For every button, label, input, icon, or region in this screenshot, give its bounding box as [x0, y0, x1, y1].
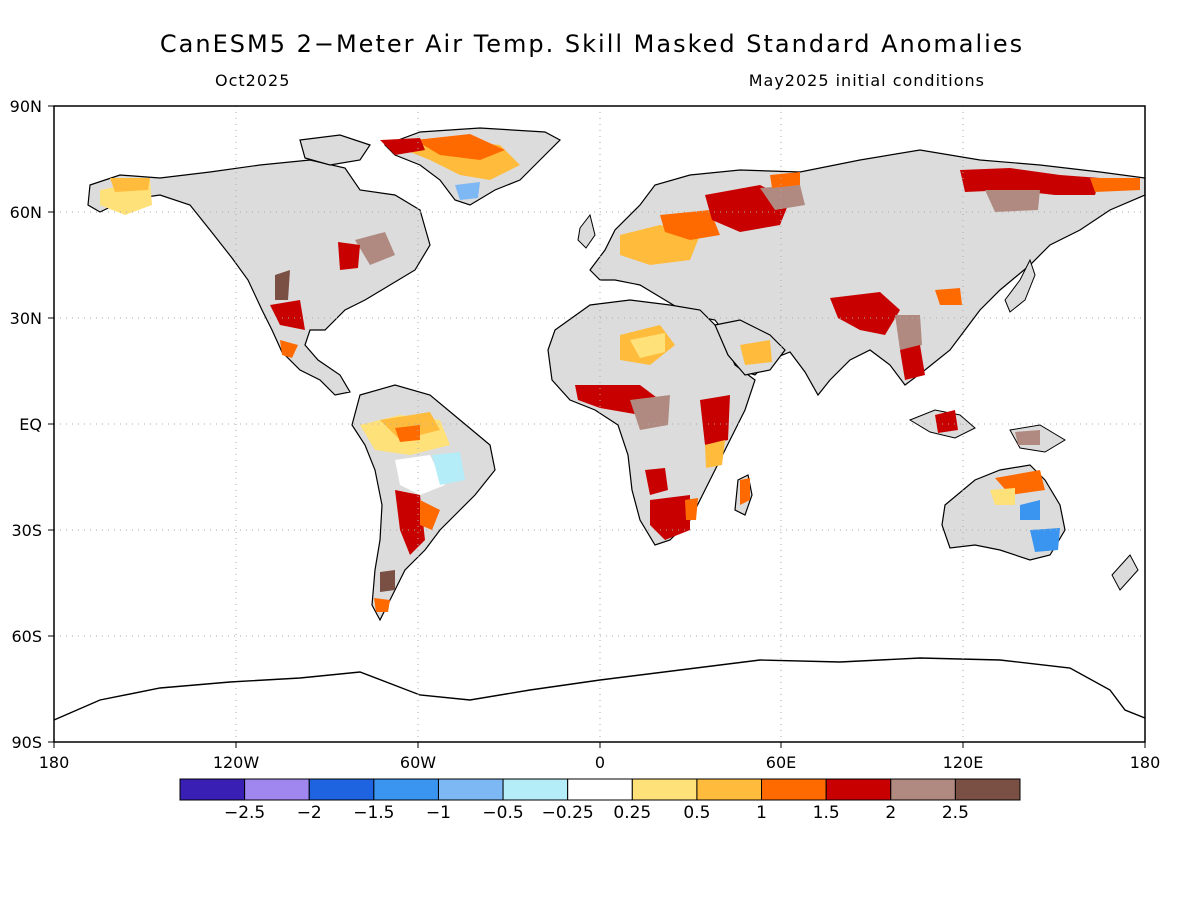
x-tick-label: 120W	[213, 753, 260, 772]
anomaly-patch	[1030, 528, 1060, 552]
anomaly-patch	[275, 270, 290, 300]
colorbar-label: 0.5	[683, 803, 710, 823]
colorbar-label: 2.5	[942, 803, 969, 823]
anomaly-patch	[900, 345, 925, 380]
colorbar-swatch	[308, 778, 375, 801]
colorbar-swatch	[502, 778, 569, 801]
colorbar	[179, 778, 1021, 801]
anomaly-patch	[770, 172, 800, 188]
anomaly-patch	[420, 500, 440, 530]
y-tick-label: 30S	[11, 521, 42, 540]
anomaly-patch	[1015, 430, 1040, 445]
x-tick-label: 180	[1130, 753, 1161, 772]
anomaly-patch	[432, 452, 465, 485]
anomaly-patch	[355, 232, 395, 265]
x-tick-label: 60W	[400, 753, 436, 772]
land-arctic-islands	[299, 134, 371, 166]
anomaly-patch	[660, 210, 720, 240]
anomaly-patch	[935, 288, 962, 305]
land-japan	[1004, 258, 1036, 313]
colorbar-label: 2	[885, 803, 896, 823]
anomaly-patch	[380, 412, 440, 440]
anomaly-patch	[705, 440, 725, 468]
anomaly-patch	[1020, 500, 1040, 520]
anomaly-patch	[380, 570, 395, 592]
colorbar-label: 1	[756, 803, 767, 823]
anomaly-patch	[1090, 178, 1140, 192]
colorbar-label: 1.5	[813, 803, 840, 823]
x-tick-label: 120E	[943, 753, 984, 772]
y-tick-label: 60N	[10, 203, 42, 222]
colorbar-label: −1	[426, 803, 451, 823]
colorbar-swatch	[890, 778, 956, 801]
colorbar-label: −0.5	[482, 803, 523, 823]
map-subtitle-right: May2025 initial conditions	[749, 71, 985, 90]
map-title: CanESM5 2−Meter Air Temp. Skill Masked S…	[160, 30, 1024, 58]
anomaly-patch	[455, 182, 480, 200]
anomaly-patch	[280, 340, 298, 358]
colorbar-swatch	[696, 778, 763, 801]
anomaly-patch	[985, 190, 1040, 212]
anomaly-patch	[960, 168, 1100, 195]
x-tick-labels: 180 120W 60W 0 60E 120E 180	[39, 753, 1161, 772]
anomaly-patch	[935, 410, 958, 433]
colorbar-swatch	[179, 778, 246, 801]
anomaly-patch	[645, 468, 668, 495]
anomaly-patch	[395, 425, 420, 442]
y-tick-label: 90S	[11, 733, 42, 752]
colorbar-swatch	[567, 778, 633, 801]
anomaly-patch	[830, 292, 900, 335]
anomaly-patch	[740, 340, 772, 365]
anomaly-patch	[685, 498, 698, 520]
y-tick-label: 30N	[10, 309, 42, 328]
x-tick-label: 60E	[766, 753, 796, 772]
anomaly-patch	[415, 134, 505, 160]
anomaly-patch	[650, 495, 690, 540]
axis-ticks	[48, 105, 1146, 748]
colorbar-labels: −2.5 −2 −1.5 −1 −0.5 −0.25 0.25 0.5 1 1.5 2 2.5	[224, 803, 969, 823]
anomaly-patch	[110, 178, 150, 192]
colorbar-swatch	[631, 778, 698, 801]
anomaly-patch	[374, 598, 390, 612]
colorbar-swatch	[373, 778, 439, 801]
colorbar-swatch	[437, 778, 504, 801]
x-tick-label: 180	[39, 753, 70, 772]
anomaly-patch	[700, 395, 730, 445]
anomaly-patch	[380, 138, 425, 155]
anomaly-patch	[740, 478, 750, 505]
anomaly-patch	[895, 315, 922, 350]
x-tick-label: 0	[595, 753, 605, 772]
map-subtitle-left: Oct2025	[215, 71, 290, 90]
y-tick-label: EQ	[19, 415, 42, 434]
colorbar-swatch	[825, 778, 892, 801]
gridlines	[54, 106, 1145, 742]
colorbar-label: −1.5	[353, 803, 394, 823]
anomaly-patch	[338, 242, 360, 270]
anomaly-patch	[270, 300, 305, 330]
colorbar-swatch	[954, 778, 1021, 801]
land-north-america	[87, 159, 431, 396]
map-land-layer	[54, 127, 1145, 721]
anomaly-patch	[630, 395, 670, 430]
anomaly-patch	[630, 333, 665, 358]
land-uk	[577, 213, 596, 249]
y-tick-labels: 90N 60N 30N EQ 30S 60S 90S	[10, 97, 42, 752]
y-tick-label: 90N	[10, 97, 42, 116]
colorbar-label: −2	[297, 803, 322, 823]
colorbar-label: −2.5	[224, 803, 265, 823]
anomaly-patch	[760, 185, 805, 210]
y-tick-label: 60S	[11, 627, 42, 646]
colorbar-swatch	[244, 778, 310, 801]
colorbar-label: 0.25	[613, 803, 651, 823]
anomaly-patches	[100, 134, 1140, 612]
colorbar-swatch	[761, 778, 827, 801]
anomaly-patch	[395, 455, 445, 495]
land-antarctica	[54, 657, 1145, 721]
land-new-zealand	[1111, 554, 1139, 591]
anomaly-patch	[990, 488, 1015, 505]
colorbar-label: −0.25	[542, 803, 594, 823]
